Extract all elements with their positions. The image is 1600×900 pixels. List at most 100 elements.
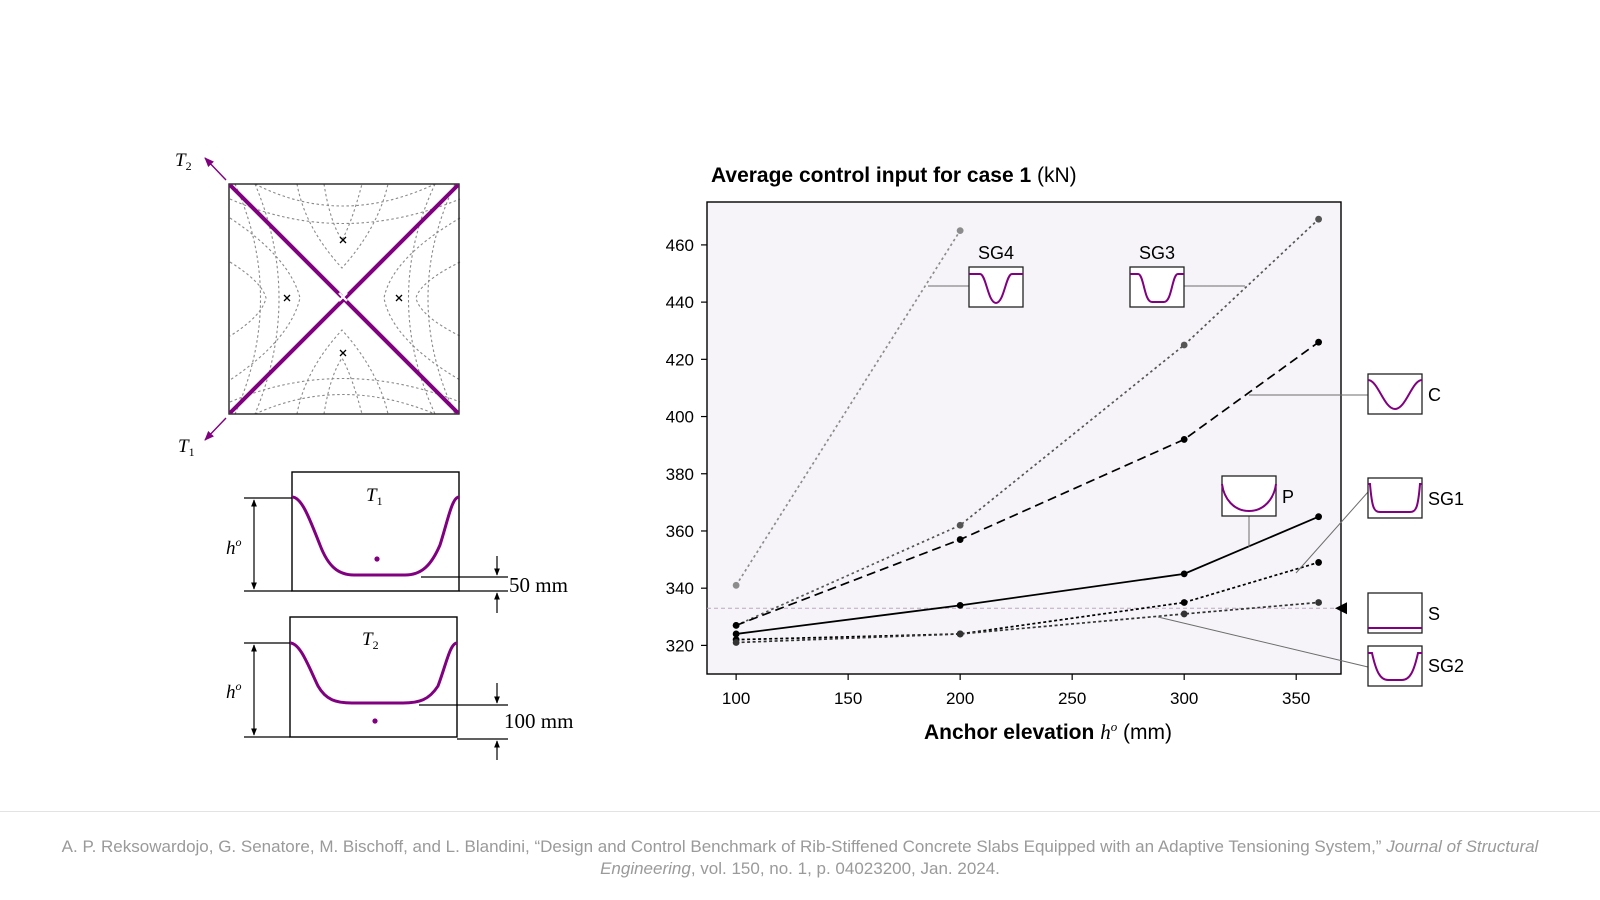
y-tick-label: 360 — [666, 522, 694, 541]
legend-box-c — [1367, 373, 1423, 415]
legend-c: C — [1249, 373, 1441, 415]
point-c — [956, 536, 964, 543]
footer-divider — [0, 811, 1600, 812]
section-t2-title: T2 — [362, 629, 379, 652]
legend-leader-sg2 — [1157, 616, 1369, 668]
profile-glyph-p — [1221, 483, 1277, 513]
tension-arrows — [204, 157, 227, 441]
point-p — [732, 630, 740, 638]
point-c — [1315, 338, 1322, 346]
section-t1-height-label: ho — [226, 535, 242, 559]
x-tick-label: 100 — [722, 689, 750, 708]
slab-plan-diagram: T2 T1 — [175, 150, 461, 459]
anchor-markers — [283, 236, 403, 357]
chart-marks: 100 150 200 250 300 350 320 340 360 380 400 420 440 4… — [666, 215, 1464, 708]
legend-sg2: SG2 — [1157, 616, 1464, 687]
x-tick-label: 350 — [1282, 689, 1310, 708]
legend-label-sg4: SG4 — [978, 243, 1014, 263]
point-sg2 — [956, 630, 964, 638]
point-sg3 — [956, 521, 964, 529]
figure: T2 T1 T1 ho 50 mm T2 — [175, 150, 1464, 760]
series-line-sg4 — [735, 230, 961, 586]
citation-details: , vol. 150, no. 1, p. 04023200, Jan. 202… — [690, 859, 1000, 878]
y-tick-label: 460 — [666, 236, 694, 255]
t2-label: T2 — [175, 150, 192, 173]
profile-glyph-sg1 — [1368, 483, 1422, 513]
section-t1-cable — [291, 495, 460, 577]
control-input-chart: Average control input for case 1 (kN) 10… — [666, 164, 1464, 744]
t2-arrow — [204, 157, 227, 181]
point-sg1 — [1315, 559, 1322, 566]
legend-p: P — [1221, 475, 1294, 547]
reference-marker-s — [1335, 602, 1347, 615]
point-sg4 — [956, 227, 964, 235]
section-t1-title: T1 — [366, 485, 383, 508]
legend-sg4: SG4 — [928, 243, 1024, 308]
series-line-c — [735, 341, 1320, 627]
profile-glyph-sg3 — [1130, 273, 1184, 303]
legend-label-sg2: SG2 — [1428, 656, 1464, 676]
point-c — [732, 621, 740, 629]
x-tick-label: 200 — [946, 689, 974, 708]
section-t1-offset-label: 50 mm — [509, 573, 568, 597]
section-t2-diagram: T2 ho 100 mm — [226, 616, 573, 760]
legend-box-p — [1221, 475, 1277, 517]
section-t2-cable — [289, 641, 458, 705]
t1-label: T1 — [178, 436, 195, 459]
legend-sg3: SG3 — [1129, 243, 1245, 308]
legend-label-sg1: SG1 — [1428, 489, 1464, 509]
section-t2-height-label: ho — [226, 679, 242, 703]
legend-label-c: C — [1428, 385, 1441, 405]
t1-arrow — [204, 417, 227, 441]
center-marker — [338, 292, 348, 302]
series-line-sg1 — [736, 561, 1319, 641]
section-t2-box — [289, 616, 458, 738]
series-line-sg3 — [735, 218, 1320, 627]
section-t2-dot — [372, 718, 378, 724]
point-sg2 — [1315, 599, 1322, 606]
x-tick-label: 300 — [1170, 689, 1198, 708]
point-p — [956, 601, 964, 609]
y-tick-label: 340 — [666, 579, 694, 598]
legend-box-s — [1367, 592, 1423, 634]
series-line-sg2 — [736, 601, 1319, 644]
y-tick-label: 400 — [666, 408, 694, 427]
legend-leader-sg1 — [1295, 491, 1369, 574]
legend-label-sg3: SG3 — [1139, 243, 1175, 263]
chart-title: Average control input for case 1 (kN) — [711, 164, 1077, 187]
series-line-p — [736, 515, 1319, 635]
section-t1-dot — [374, 556, 380, 562]
y-tick-label: 380 — [666, 465, 694, 484]
x-tick-label: 250 — [1058, 689, 1086, 708]
profile-glyph-c — [1367, 379, 1423, 411]
x-axis-label: Anchor elevation ho (mm) — [924, 719, 1172, 744]
plan-contour-lines — [229, 183, 461, 415]
legend-sg1: SG1 — [1295, 477, 1464, 574]
point-sg4 — [732, 581, 740, 589]
y-tick-label: 320 — [666, 636, 694, 655]
legend-s: S — [1367, 592, 1440, 634]
plot-area — [706, 201, 1342, 675]
point-c — [1180, 436, 1188, 443]
point-p — [1315, 513, 1322, 521]
point-sg3 — [1180, 341, 1188, 349]
point-sg2 — [732, 639, 740, 646]
profile-glyph-sg4 — [969, 273, 1023, 305]
x-tick-label: 150 — [834, 689, 862, 708]
legend-label-s: S — [1428, 604, 1440, 624]
point-sg2 — [1180, 610, 1188, 618]
plan-outline — [228, 183, 460, 415]
section-t1-box — [291, 471, 460, 592]
section-t2-offset-label: 100 mm — [504, 709, 573, 733]
citation: A. P. Reksowardojo, G. Senatore, M. Bisc… — [60, 836, 1540, 880]
y-tick-label: 440 — [666, 293, 694, 312]
point-p — [1180, 570, 1188, 578]
point-sg3 — [1315, 215, 1322, 223]
profile-glyph-sg2 — [1368, 652, 1422, 681]
citation-journal: Journal of Structural Engineering — [600, 837, 1539, 878]
citation-authors: A. P. Reksowardojo, G. Senatore, M. Bisc… — [61, 837, 1382, 856]
y-tick-label: 420 — [666, 350, 694, 369]
legend-label-p: P — [1282, 487, 1294, 507]
section-t1-diagram: T1 ho 50 mm — [226, 471, 568, 613]
point-sg1 — [1180, 599, 1188, 606]
